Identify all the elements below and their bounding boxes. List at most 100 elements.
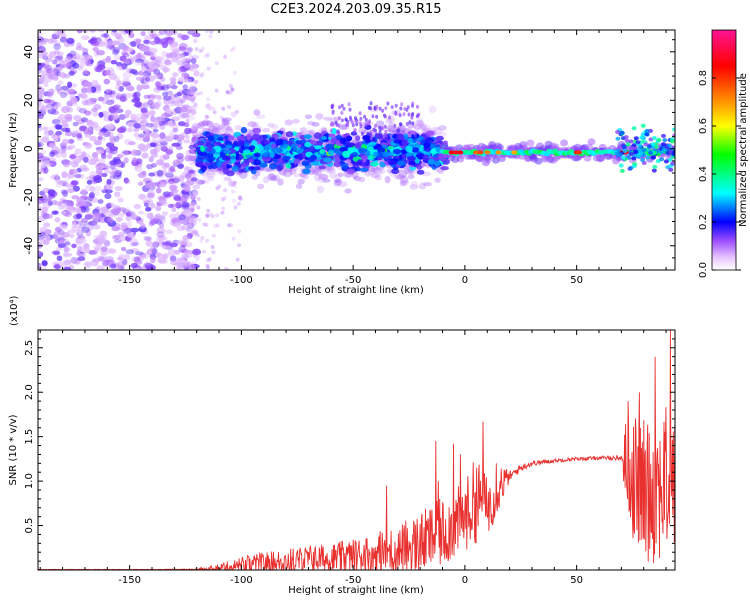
spectrogram-cell — [38, 70, 44, 75]
spectrogram-cell — [221, 206, 226, 211]
spectrogram-cell — [196, 123, 203, 130]
spectrogram-cell — [72, 214, 82, 220]
spectrogram-cell — [41, 259, 48, 266]
spectrogram-cell — [39, 195, 48, 201]
spectrogram-cell — [130, 41, 137, 48]
spectrogram-cell — [94, 206, 101, 212]
spectrogram-cell — [318, 173, 328, 181]
spectrogram-cell — [211, 162, 219, 170]
spectrogram-cell — [44, 65, 53, 71]
spectrogram-cell — [428, 105, 437, 114]
snr-line — [38, 330, 675, 570]
spectrogram-cell — [121, 50, 128, 56]
spectrogram-cell — [211, 127, 219, 134]
spectrogram-cell — [184, 241, 193, 248]
spectrogram-cell — [156, 56, 165, 62]
spectrogram-cell — [206, 265, 210, 270]
spectrogram-cell — [669, 139, 675, 144]
spectrogram-cell — [334, 179, 343, 186]
spectrogram-cell — [208, 34, 213, 39]
spectrogram-cell — [192, 32, 201, 38]
spectrogram-cell — [183, 122, 190, 128]
spectrogram-cell — [360, 132, 364, 136]
spectrogram-cell — [108, 149, 115, 155]
snr-y-ticks: 0.5 1.0 1.5 2.0 2.5 — [24, 338, 675, 562]
spectrogram-cell — [47, 38, 55, 44]
spectrogram-cell — [228, 179, 233, 184]
spectrogram-cell — [115, 95, 122, 100]
spectrogram-cell — [83, 221, 90, 227]
spectrogram-cell — [221, 106, 226, 111]
spectrogram-cell — [326, 167, 336, 174]
spectrogram-cell — [355, 135, 361, 142]
spectrogram-cell — [92, 47, 99, 52]
spectrogram-cell — [135, 76, 144, 81]
spectrogram-cell — [219, 115, 224, 120]
spectrogram-cell — [125, 249, 135, 255]
spectrogram-cell — [150, 47, 158, 54]
spectrogram-cell — [223, 176, 231, 181]
spectrogram-cell — [346, 142, 356, 148]
spectrogram-cell — [358, 111, 362, 116]
spectrogram-cell — [637, 143, 643, 148]
spectrogram-cell — [66, 37, 75, 45]
spectrogram-cell — [159, 131, 166, 139]
spectrogram-cell — [162, 253, 169, 259]
spectrogram-cell — [163, 59, 173, 66]
spectrogram-cell — [98, 111, 104, 118]
spectrogram-cell — [107, 41, 117, 46]
spectrogram-cell — [231, 236, 236, 241]
spectrogram-cell — [124, 207, 131, 213]
spectrogram-cell — [71, 132, 78, 138]
spectrogram-cell — [140, 107, 148, 113]
spectrogram-cell — [51, 119, 59, 124]
spectrogram-cell — [263, 140, 270, 145]
spectrogram-cell — [416, 104, 419, 109]
spectrogram-cell — [188, 52, 193, 57]
spectrogram-cell — [43, 130, 52, 137]
spectrogram-cell — [313, 145, 323, 150]
spectrogram-cell — [238, 195, 242, 200]
spectrogram-cell — [133, 91, 141, 99]
spectrogram-cell — [202, 119, 211, 127]
spectrogram-cell — [189, 84, 197, 90]
spectrogram-cell — [158, 145, 168, 151]
spectrogram-cell — [417, 120, 424, 128]
spectrogram-cell — [201, 180, 206, 185]
spectrogram-cell — [323, 116, 332, 121]
spectrogram-cell — [75, 220, 84, 225]
spectrogram-cell — [89, 135, 98, 142]
spectrogram-cell — [251, 175, 258, 180]
spectrogram-cell — [411, 112, 415, 116]
spectrogram-cell — [95, 168, 103, 175]
spectrogram-cell — [407, 174, 415, 180]
spectrogram-cell — [106, 185, 114, 190]
spectrogram-cell — [256, 114, 266, 119]
spectrogram-cell — [140, 195, 149, 202]
spectrogram-cell — [63, 113, 73, 120]
spectrogram-cell — [82, 68, 89, 75]
spectrogram-cell — [348, 107, 352, 112]
spectrogram-cell — [297, 178, 305, 185]
spectrogram-cell — [99, 217, 105, 222]
spectrogram-cell — [395, 174, 406, 180]
spectrogram-cell — [342, 150, 350, 158]
spectrogram-cell — [70, 257, 80, 265]
spectrogram-cell — [347, 147, 355, 154]
spectrogram-cell — [233, 205, 238, 210]
spectrogram-cell — [617, 152, 623, 157]
spectrogram-cell — [158, 120, 165, 127]
spectrogram-cell — [178, 46, 187, 52]
spectrogram-cell — [52, 59, 58, 65]
spectrogram-cell — [83, 261, 91, 267]
spectrogram-cell — [440, 166, 449, 171]
spectrogram-cell — [374, 143, 383, 150]
spectrogram-cell — [641, 161, 647, 165]
spectrogram-cell — [81, 35, 90, 41]
spectrogram-cell — [149, 148, 158, 155]
spectrogram-cell — [205, 141, 212, 146]
spectrogram-cell — [193, 102, 198, 107]
spectrogram-cell — [226, 125, 231, 130]
spectrogram-cell — [282, 139, 288, 145]
spectrogram-cell — [143, 236, 152, 242]
